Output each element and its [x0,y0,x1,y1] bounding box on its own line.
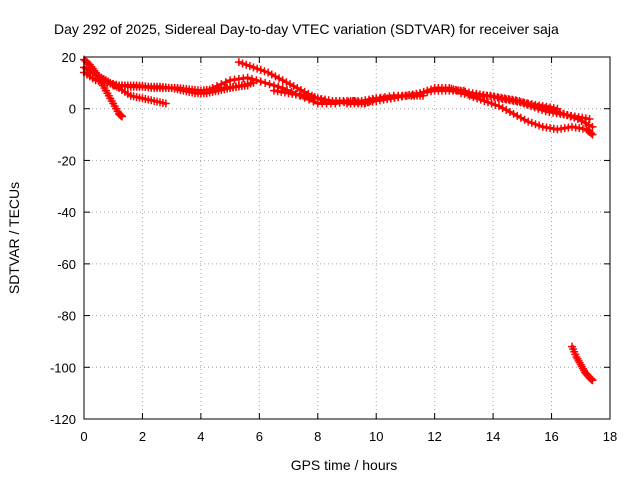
data-point [473,94,482,103]
x-tick-label: 14 [486,429,500,444]
data-point [234,58,243,67]
data-point [465,91,474,100]
data-point [161,99,170,108]
data-point [249,63,258,72]
data-point [261,78,270,87]
chart-title: Day 292 of 2025, Sidereal Day-to-day VTE… [54,21,559,37]
data-point [559,109,568,118]
series-arc-12 [494,94,562,113]
series-arc-13 [568,342,597,385]
x-tick-label: 18 [603,429,617,444]
data-point [483,98,492,107]
data-point [553,104,562,113]
data-point [588,376,597,385]
x-axis-title: GPS time / hours [291,457,398,473]
data-point [416,89,425,98]
data-point [480,96,489,105]
data-point [427,85,436,94]
plot-frame [83,56,611,420]
data-point [419,87,428,96]
x-tick-label: 0 [80,429,87,444]
data-point [524,117,533,126]
x-tick-label: 16 [544,429,558,444]
data-point [242,60,251,69]
y-tick-label: 20 [62,50,76,65]
y-tick-label: -120 [50,412,76,427]
series-layer [80,55,597,385]
data-point [245,62,254,71]
data-point [256,77,265,86]
data-point [253,64,262,73]
y-tick-label: -60 [57,257,76,272]
data-point [491,100,500,109]
data-point [587,129,596,138]
x-tick-label: 8 [314,429,321,444]
series-arc-4 [109,78,258,98]
y-tick-label: -100 [50,360,76,375]
data-point [221,78,230,87]
x-tick-label: 12 [427,429,441,444]
data-point [217,80,226,89]
x-tick-label: 4 [197,429,204,444]
data-point [535,121,544,130]
data-point [527,118,536,127]
y-tick-label: -80 [57,309,76,324]
data-point [588,122,597,131]
axis-ticks: 0 2 4 6 8 10 12 14 16 18 20 0 -20 -40 -60 -80 -100 -120 [50,50,617,444]
data-point [243,73,252,82]
series-arc-11 [465,91,597,139]
series-arc-6 [208,73,427,108]
y-tick-label: 0 [69,102,76,117]
data-point [531,120,540,129]
y-tick-label: -20 [57,153,76,168]
data-point [208,84,217,93]
data-point [117,112,126,121]
data-point [476,95,485,104]
x-tick-label: 2 [139,429,146,444]
x-tick-label: 10 [369,429,383,444]
data-point [256,65,265,74]
grid [84,57,610,419]
y-axis-title: SDTVAR / TECUs [6,182,22,294]
data-point [588,130,597,139]
data-point [265,80,274,89]
data-point [260,67,269,76]
data-point [423,86,432,95]
data-point [562,111,571,120]
data-point [252,76,261,85]
data-point [487,99,496,108]
data-point [566,112,575,121]
data-point [238,59,247,68]
data-point [469,93,478,102]
series-arc-8 [343,84,463,108]
data-point [248,74,257,83]
y-tick-label: -40 [57,205,76,220]
data-point [212,82,221,91]
data-point [570,113,579,122]
x-tick-label: 6 [256,429,263,444]
